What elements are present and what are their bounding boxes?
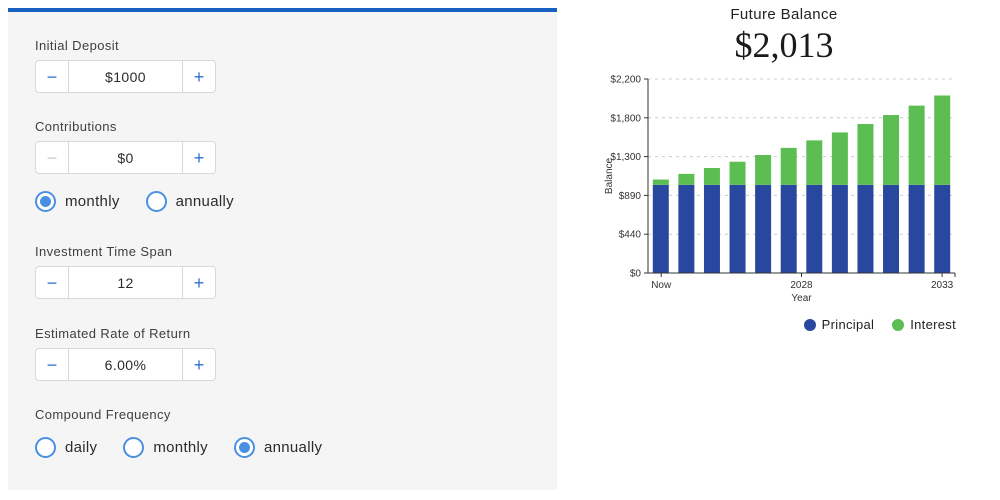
contributions-label: Contributions [35, 119, 117, 134]
svg-text:Balance: Balance [604, 157, 615, 194]
contributions-stepper: − $0 + [35, 141, 216, 174]
rate-of-return-field: Estimated Rate of Return − 6.00% + [35, 326, 216, 381]
svg-text:$440: $440 [619, 230, 642, 241]
time-span-field: Investment Time Span − 12 + [35, 244, 216, 299]
radio-icon [123, 437, 145, 458]
svg-text:Now: Now [651, 280, 672, 291]
compound-frequency-label: Compound Frequency [35, 407, 171, 422]
radio-icon [233, 437, 255, 458]
balance-bar-chart: $0 $440 $890 $1,300 $1,800 $2,200 Now 2028 2033 Y… [604, 75, 956, 304]
initial-deposit-stepper: − $1000 + [35, 60, 216, 93]
legend-item-interest: Interest [892, 317, 956, 332]
rate-of-return-increment-button[interactable]: + [182, 349, 215, 380]
svg-text:$1,800: $1,800 [610, 113, 641, 124]
radio-label: annually [175, 193, 234, 210]
compound-frequency-radio-group: daily monthly annually [35, 437, 348, 458]
interest-dot-icon [892, 318, 905, 331]
initial-deposit-increment-button[interactable]: + [182, 61, 215, 92]
initial-deposit-field: Initial Deposit − $1000 + [35, 38, 216, 93]
rate-of-return-label: Estimated Rate of Return [35, 326, 191, 341]
radio-label: daily [65, 439, 98, 456]
initial-deposit-decrement-button[interactable]: − [36, 61, 69, 92]
radio-icon [35, 191, 56, 212]
compound-frequency-monthly-radio[interactable]: monthly [123, 437, 208, 458]
svg-text:2033: 2033 [931, 280, 954, 291]
initial-deposit-value[interactable]: $1000 [105, 68, 146, 85]
chart-title: Future Balance [730, 6, 838, 23]
rate-of-return-value[interactable]: 6.00% [104, 356, 147, 373]
contribution-frequency-monthly-radio[interactable]: monthly [35, 191, 120, 212]
calculator-panel: Initial Deposit − $1000 + Contributions … [8, 8, 557, 490]
contributions-value[interactable]: $0 [117, 149, 134, 166]
svg-text:$890: $890 [619, 191, 642, 202]
svg-text:Year: Year [791, 293, 812, 304]
contribution-frequency-annually-radio[interactable]: annually [145, 191, 234, 212]
svg-text:2028: 2028 [790, 280, 813, 291]
svg-text:$0: $0 [630, 269, 642, 280]
contributions-decrement-button[interactable]: − [36, 142, 69, 173]
time-span-increment-button[interactable]: + [182, 267, 215, 298]
chart-legend: Principal Interest [600, 317, 968, 332]
contributions-increment-button[interactable]: + [182, 142, 215, 173]
legend-item-principal: Principal [803, 317, 875, 332]
principal-dot-icon [803, 318, 816, 331]
radio-icon [145, 191, 167, 212]
future-balance-section: Future Balance $2,013 $0 $440 $890 $1,300 $1… [600, 5, 968, 332]
rate-of-return-stepper: − 6.00% + [35, 348, 216, 381]
contribution-frequency-radio-group: monthly annually [35, 191, 260, 212]
initial-deposit-label: Initial Deposit [35, 38, 120, 53]
radio-label: annually [263, 439, 323, 456]
time-span-decrement-button[interactable]: − [36, 267, 69, 298]
compound-frequency-daily-radio[interactable]: daily [35, 437, 97, 458]
contributions-field: Contributions − $0 + [35, 119, 216, 174]
compound-frequency-field: Compound Frequency [35, 407, 171, 429]
svg-text:$2,200: $2,200 [610, 75, 641, 86]
time-span-label: Investment Time Span [35, 244, 173, 259]
rate-of-return-decrement-button[interactable]: − [36, 349, 69, 380]
time-span-stepper: − 12 + [35, 266, 216, 299]
future-balance-amount: $2,013 [734, 25, 834, 65]
svg-text:$1,300: $1,300 [610, 152, 641, 163]
radio-label: monthly [65, 193, 120, 210]
radio-label: monthly [153, 439, 208, 456]
legend-label: Interest [910, 317, 956, 332]
time-span-value[interactable]: 12 [117, 274, 134, 291]
compound-frequency-annually-radio[interactable]: annually [233, 437, 323, 458]
radio-icon [35, 437, 56, 458]
legend-label: Principal [821, 317, 875, 332]
